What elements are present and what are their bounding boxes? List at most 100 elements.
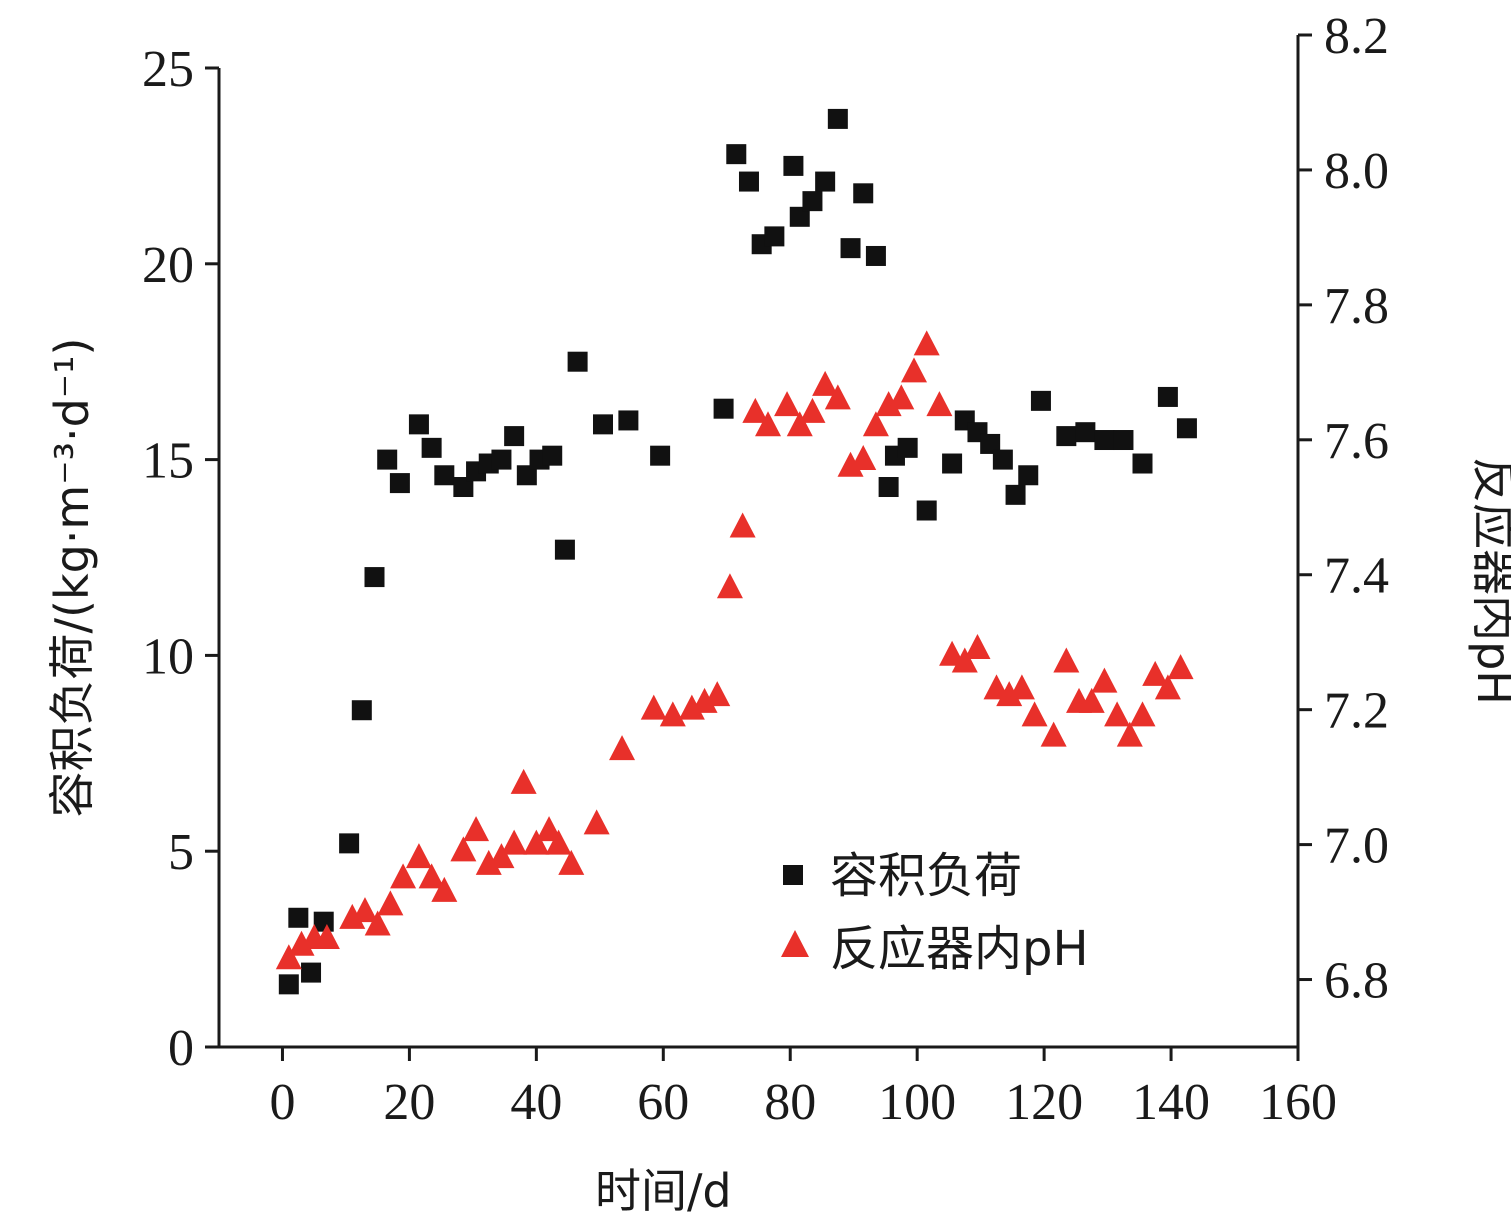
x-tick-label: 20 <box>383 1074 435 1131</box>
data-point-volume-load <box>783 155 804 176</box>
data-point-reactor-ph <box>418 863 445 889</box>
data-point-volume-load <box>288 907 309 928</box>
data-point-volume-load <box>802 191 823 212</box>
data-point-volume-load <box>1056 426 1077 447</box>
data-point-reactor-ph <box>288 930 315 956</box>
data-point-volume-load <box>377 449 398 470</box>
left-y-tick-label: 5 <box>168 824 194 881</box>
data-point-reactor-ph <box>313 924 340 950</box>
legend-marker-triangle <box>781 930 809 957</box>
data-point-reactor-ph <box>755 411 782 437</box>
left-y-tick-label: 10 <box>142 628 194 685</box>
data-point-volume-load <box>542 445 563 466</box>
left-y-axis-title: 容积负荷/(kg·m⁻³·d⁻¹) <box>45 338 99 818</box>
data-point-reactor-ph <box>364 910 391 936</box>
data-point-volume-load <box>1018 465 1039 486</box>
right-y-tick-label: 7.6 <box>1324 413 1389 470</box>
right-y-tick-label: 7.4 <box>1324 548 1389 605</box>
data-point-reactor-ph <box>339 903 366 929</box>
right-y-tick-label: 7.0 <box>1324 818 1389 875</box>
data-point-volume-load <box>1176 418 1197 439</box>
data-point-volume-load <box>865 245 886 266</box>
data-point-reactor-ph <box>888 384 915 410</box>
data-point-volume-load <box>1113 430 1134 451</box>
data-point-volume-load <box>421 437 442 458</box>
data-point-reactor-ph <box>501 829 528 855</box>
data-point-volume-load <box>738 171 759 192</box>
left-y-tick-label: 0 <box>168 1020 194 1077</box>
data-point-reactor-ph <box>390 863 417 889</box>
data-point-volume-load <box>554 539 575 560</box>
legend-marker-square <box>783 865 803 885</box>
x-tick-label: 120 <box>1005 1074 1083 1131</box>
data-point-reactor-ph <box>729 512 756 538</box>
data-point-reactor-ph <box>786 411 813 437</box>
data-point-reactor-ph <box>405 843 432 869</box>
data-point-volume-load <box>726 144 747 165</box>
data-point-reactor-ph <box>742 397 769 423</box>
data-point-volume-load <box>650 445 671 466</box>
data-point-reactor-ph <box>1008 674 1035 700</box>
x-tick-label: 0 <box>269 1074 295 1131</box>
data-point-volume-load <box>1132 453 1153 474</box>
data-point-reactor-ph <box>1078 687 1105 713</box>
data-point-volume-load <box>992 449 1013 470</box>
right-y-tick-label: 7.8 <box>1324 278 1389 335</box>
data-point-volume-load <box>789 206 810 227</box>
left-y-tick-label: 20 <box>142 237 194 294</box>
data-point-volume-load <box>1075 422 1096 443</box>
data-point-reactor-ph <box>558 849 585 875</box>
x-tick-label: 140 <box>1132 1074 1210 1131</box>
right-y-tick-label: 7.2 <box>1324 683 1389 740</box>
data-point-volume-load <box>592 414 613 435</box>
data-point-reactor-ph <box>659 701 686 727</box>
right-y-tick-label: 8.2 <box>1324 8 1389 65</box>
data-point-reactor-ph <box>850 445 877 471</box>
left-y-tick-label: 25 <box>142 41 194 98</box>
data-point-volume-load <box>980 433 1001 454</box>
right-y-axis-title: 反应器内pH <box>1467 457 1511 705</box>
data-point-volume-load <box>278 974 299 995</box>
data-point-reactor-ph <box>875 391 902 417</box>
data-point-volume-load <box>453 477 474 498</box>
data-point-reactor-ph <box>1167 654 1194 680</box>
right-y-tick-label: 8.0 <box>1324 143 1389 200</box>
data-point-reactor-ph <box>488 843 515 869</box>
data-point-reactor-ph <box>275 944 302 970</box>
data-point-volume-load <box>408 414 429 435</box>
data-point-volume-load <box>1157 386 1178 407</box>
data-point-reactor-ph <box>463 816 490 842</box>
data-point-volume-load <box>1005 484 1026 505</box>
data-point-reactor-ph <box>450 836 477 862</box>
data-point-volume-load <box>1094 430 1115 451</box>
data-point-reactor-ph <box>1154 674 1181 700</box>
data-point-reactor-ph <box>704 681 731 707</box>
data-point-reactor-ph <box>431 876 458 902</box>
data-point-volume-load <box>764 226 785 247</box>
data-point-reactor-ph <box>1129 701 1156 727</box>
data-point-volume-load <box>491 449 512 470</box>
data-point-volume-load <box>916 500 937 521</box>
axes: 0 20 40 60 80 100 120 140 160 0 5 10 15 20 25 6.8 7.0 7.2… <box>142 8 1389 1131</box>
legend: 容积负荷 反应器内pH <box>781 848 1089 977</box>
left-y-tick-label: 15 <box>142 433 194 490</box>
data-point-volume-load <box>364 567 385 588</box>
data-point-reactor-ph <box>1091 667 1118 693</box>
data-point-reactor-ph <box>609 735 636 761</box>
data-point-reactor-ph <box>377 890 404 916</box>
data-point-reactor-ph <box>545 829 572 855</box>
data-point-volume-load <box>516 465 537 486</box>
data-point-volume-load <box>301 962 322 983</box>
data-point-volume-load <box>504 426 525 447</box>
data-point-reactor-ph <box>583 809 610 835</box>
x-axis-title: 时间/d <box>595 1164 732 1218</box>
x-tick-label: 60 <box>637 1074 689 1131</box>
data-point-reactor-ph <box>964 633 991 659</box>
data-point-reactor-ph <box>862 411 889 437</box>
data-point-volume-load <box>618 410 639 431</box>
data-point-reactor-ph <box>951 647 978 673</box>
data-point-reactor-ph <box>640 694 667 720</box>
data-point-reactor-ph <box>691 687 718 713</box>
data-point-reactor-ph <box>716 573 743 599</box>
data-point-volume-load <box>815 171 836 192</box>
